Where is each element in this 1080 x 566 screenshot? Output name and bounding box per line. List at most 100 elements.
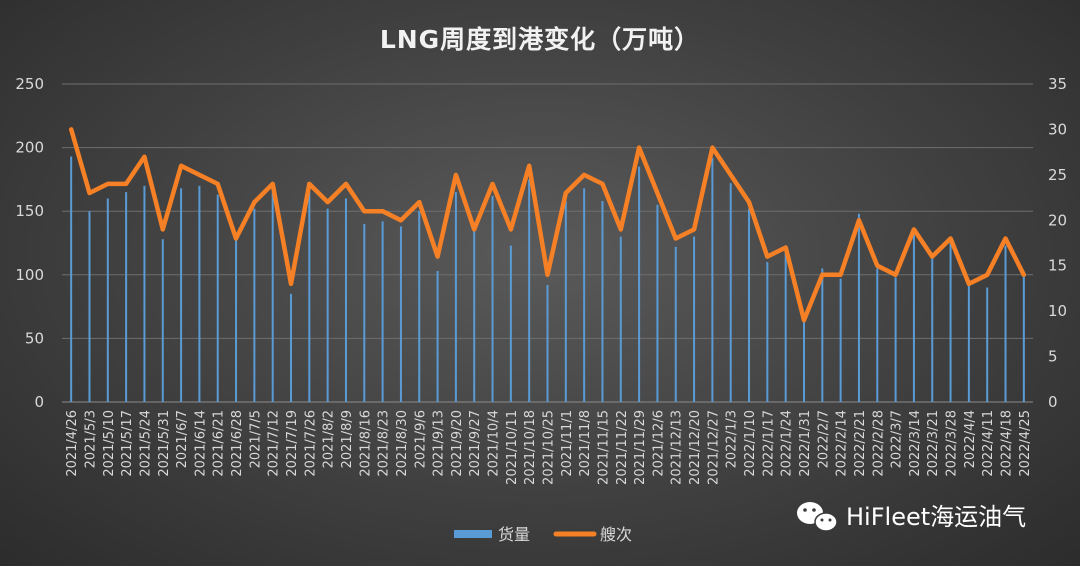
x-tick-label: 2021/8/23 xyxy=(377,410,392,477)
x-tick-label: 2021/6/7 xyxy=(175,410,190,468)
bar xyxy=(106,198,109,402)
bar xyxy=(528,179,531,402)
x-tick-label: 2021/6/21 xyxy=(212,410,227,477)
y-right-tick-label: 5 xyxy=(1048,348,1058,366)
bar xyxy=(161,239,164,402)
y-left-tick-label: 100 xyxy=(15,266,44,284)
bar xyxy=(473,226,476,402)
bar xyxy=(601,201,604,402)
x-tick-label: 2021/7/5 xyxy=(248,410,263,468)
x-tick-label: 2021/12/6 xyxy=(651,410,666,477)
x-tick-label: 2021/11/15 xyxy=(596,410,611,485)
bar xyxy=(674,246,677,402)
bar xyxy=(216,194,219,402)
x-tick-label: 2021/12/13 xyxy=(670,410,685,485)
x-tick-label: 2021/4/26 xyxy=(65,410,80,477)
x-tick-label: 2021/8/30 xyxy=(395,410,410,477)
x-tick-label: 2021/8/16 xyxy=(358,410,373,477)
chart-title: LNG周度到港变化（万吨） xyxy=(380,25,700,54)
x-tick-label: 2022/2/21 xyxy=(853,410,868,477)
x-tick-label: 2021/5/17 xyxy=(120,410,135,477)
bar xyxy=(638,166,641,402)
bar xyxy=(271,189,274,402)
bar xyxy=(253,208,256,402)
x-tick-label: 2022/4/18 xyxy=(1000,410,1015,477)
bar xyxy=(418,211,421,402)
y-right-tick-label: 30 xyxy=(1048,120,1067,138)
bar xyxy=(876,268,879,402)
x-tick-label: 2022/3/14 xyxy=(908,410,923,477)
bar xyxy=(784,253,787,402)
bar xyxy=(986,287,989,402)
bar xyxy=(509,245,512,402)
y-left-tick-label: 0 xyxy=(34,393,44,411)
x-tick-label: 2021/9/20 xyxy=(450,410,465,477)
bar xyxy=(711,157,714,402)
y-left-tick-label: 50 xyxy=(25,329,44,347)
bar xyxy=(454,192,457,402)
bar xyxy=(821,268,824,402)
bar xyxy=(583,188,586,402)
legend-label-cargo: 货量 xyxy=(498,525,530,544)
x-tick-label: 2022/1/10 xyxy=(743,410,758,477)
y-right-tick-label: 25 xyxy=(1048,166,1067,184)
bar xyxy=(308,192,311,402)
legend-label-vessels: 艘次 xyxy=(600,525,632,544)
y-left-tick-label: 200 xyxy=(15,139,44,157)
bar xyxy=(235,234,238,402)
bar xyxy=(125,192,128,402)
x-tick-label: 2021/11/29 xyxy=(633,410,648,485)
bar xyxy=(564,201,567,402)
y-right-tick-label: 15 xyxy=(1048,257,1067,275)
y-left-tick-label: 150 xyxy=(15,202,44,220)
x-tick-label: 2022/3/21 xyxy=(926,410,941,477)
bar xyxy=(363,223,366,402)
bar xyxy=(436,270,439,402)
y-right-tick-label: 20 xyxy=(1048,211,1067,229)
x-tick-label: 2022/4/4 xyxy=(963,410,978,468)
x-tick-label: 2021/9/6 xyxy=(413,410,428,468)
bar xyxy=(949,243,952,402)
bar xyxy=(546,284,549,402)
x-tick-label: 2021/10/18 xyxy=(523,410,538,485)
x-tick-label: 2022/3/7 xyxy=(890,410,905,468)
watermark-text: HiFleet海运油气 xyxy=(846,503,1026,531)
bar xyxy=(1004,245,1007,402)
bar xyxy=(88,211,91,402)
x-tick-label: 2021/10/11 xyxy=(505,410,520,485)
wechat-icon xyxy=(797,502,838,532)
bar xyxy=(931,255,934,402)
bar xyxy=(491,195,494,402)
bar xyxy=(399,226,402,402)
x-tick-label: 2021/10/4 xyxy=(487,410,502,477)
y-right-tick-label: 0 xyxy=(1048,393,1058,411)
bar xyxy=(70,156,73,402)
bar xyxy=(693,236,696,402)
bar xyxy=(326,208,329,402)
x-tick-label: 2021/7/26 xyxy=(303,410,318,477)
bar xyxy=(748,208,751,402)
x-tick-label: 2022/3/28 xyxy=(945,410,960,477)
bar xyxy=(1022,274,1025,402)
x-tick-label: 2021/11/8 xyxy=(578,410,593,477)
x-tick-label: 2021/10/25 xyxy=(542,410,557,485)
x-tick-label: 2021/9/13 xyxy=(432,410,447,477)
bar xyxy=(198,185,201,402)
x-tick-label: 2021/5/24 xyxy=(138,410,153,477)
x-tick-label: 2021/8/2 xyxy=(322,410,337,468)
x-tick-label: 2021/11/22 xyxy=(615,410,630,485)
x-tick-label: 2021/9/27 xyxy=(468,410,483,477)
line-series-vessels xyxy=(68,127,1027,323)
bar xyxy=(894,277,897,402)
bar xyxy=(180,188,183,402)
x-tick-label: 2021/5/3 xyxy=(83,410,98,468)
x-tick-label: 2022/1/24 xyxy=(780,410,795,477)
x-axis: 2021/4/26 2021/5/3 2021/5/10 2021/5/17 2021/… xyxy=(65,410,1033,485)
bar xyxy=(839,278,842,402)
bar xyxy=(381,221,384,402)
x-tick-label: 2022/2/28 xyxy=(871,410,886,477)
y-axis-right: 0 5 10 15 20 25 30 35 xyxy=(1048,75,1067,411)
x-tick-label: 2021/12/27 xyxy=(706,410,721,485)
y-left-tick-label: 250 xyxy=(15,75,44,93)
